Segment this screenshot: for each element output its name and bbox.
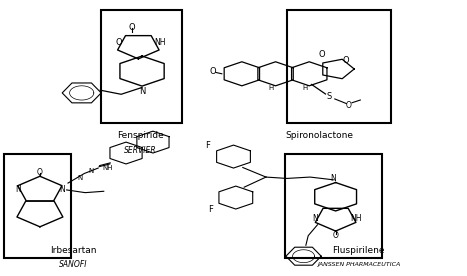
Text: N: N: [77, 175, 82, 181]
Bar: [284, 154, 382, 258]
Bar: [4, 154, 71, 258]
Text: NH: NH: [102, 165, 113, 171]
Bar: [287, 10, 391, 123]
Text: N: N: [15, 185, 21, 194]
Text: N: N: [59, 185, 65, 194]
Text: JANSSEN PHARMACEUTICA: JANSSEN PHARMACEUTICA: [317, 262, 401, 267]
Text: H: H: [302, 85, 307, 91]
Bar: [101, 10, 183, 123]
Text: O: O: [333, 231, 339, 240]
Text: Fenspiride: Fenspiride: [117, 131, 164, 140]
Text: N: N: [89, 168, 94, 174]
Text: O: O: [318, 50, 325, 59]
Text: Fluspirilene: Fluspirilene: [333, 246, 385, 254]
Text: NH: NH: [155, 38, 166, 47]
Text: S: S: [326, 92, 332, 101]
Text: N: N: [139, 86, 145, 95]
Text: F: F: [208, 205, 213, 214]
Text: F: F: [205, 140, 211, 150]
Text: O: O: [342, 56, 349, 65]
Text: SERVIER: SERVIER: [124, 146, 157, 155]
Text: Spironolactone: Spironolactone: [285, 131, 354, 140]
Text: SANOFI: SANOFI: [59, 260, 88, 269]
Text: N: N: [331, 174, 336, 183]
Text: N: N: [312, 214, 318, 223]
Text: O: O: [346, 101, 352, 110]
Text: NH: NH: [350, 214, 361, 223]
Text: O: O: [129, 23, 135, 32]
Text: O: O: [115, 38, 122, 47]
Text: O: O: [209, 67, 216, 76]
Text: O: O: [37, 168, 43, 177]
Text: Irbesartan: Irbesartan: [50, 246, 97, 254]
Text: H: H: [268, 85, 274, 91]
